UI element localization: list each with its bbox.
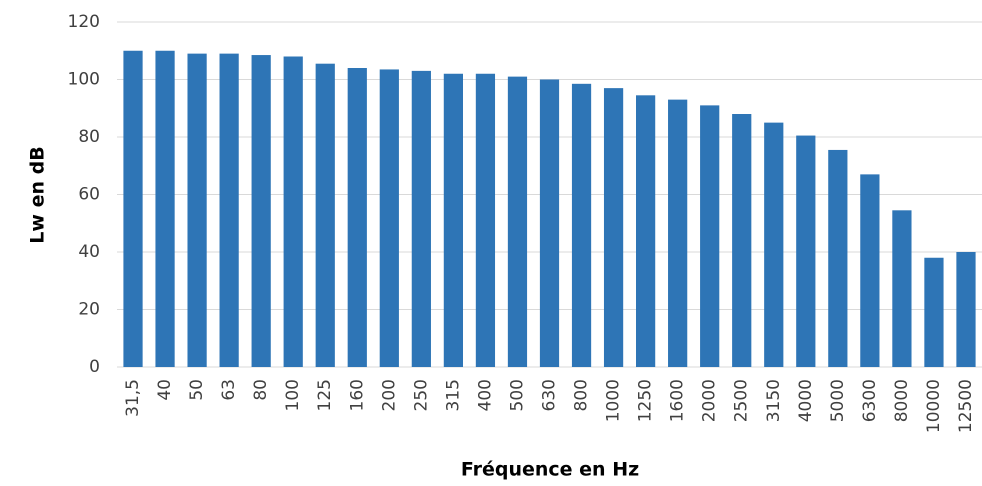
bar <box>700 105 720 367</box>
x-tick-label: 4000 <box>796 379 816 422</box>
bar <box>283 56 303 367</box>
bar <box>123 50 143 367</box>
bar <box>187 53 207 367</box>
bar <box>924 257 944 367</box>
x-tick-label: 10000 <box>924 379 944 433</box>
y-tick-label: 100 <box>68 70 100 90</box>
x-tick-label: 1000 <box>604 379 624 422</box>
x-tick-label: 200 <box>379 379 399 411</box>
bar <box>796 135 816 367</box>
x-tick-label: 40 <box>155 379 175 401</box>
bar <box>732 114 752 367</box>
y-tick-label: 80 <box>78 127 100 147</box>
x-tick-label: 800 <box>572 379 592 411</box>
x-tick-label: 160 <box>347 379 367 411</box>
y-tick-label: 60 <box>78 185 100 205</box>
x-tick-label: 3150 <box>764 379 784 422</box>
x-tick-label: 630 <box>540 379 560 411</box>
bar <box>475 73 496 367</box>
bar <box>411 70 431 367</box>
x-tick-label: 125 <box>315 379 335 411</box>
bar <box>636 95 656 367</box>
bar <box>539 79 560 367</box>
x-tick-label: 315 <box>443 379 463 411</box>
x-axis-title: Fréquence en Hz <box>461 459 639 481</box>
y-tick-label: 20 <box>78 300 100 320</box>
bar <box>347 68 367 367</box>
bar <box>315 63 335 367</box>
bar <box>571 83 592 367</box>
x-tick-label: 31,5 <box>123 379 143 417</box>
x-tick-label: 50 <box>187 379 207 401</box>
y-tick-label: 0 <box>89 357 100 377</box>
y-tick-label: 40 <box>78 242 100 262</box>
bar <box>155 50 175 367</box>
bar <box>507 76 528 367</box>
x-tick-label: 2000 <box>700 379 720 422</box>
bar <box>443 73 463 367</box>
bar <box>764 122 784 367</box>
bar <box>956 252 976 367</box>
x-tick-label: 1250 <box>636 379 656 422</box>
bar <box>219 53 239 367</box>
x-tick-label: 100 <box>283 379 303 411</box>
x-tick-label: 250 <box>411 379 431 411</box>
bar <box>379 69 399 367</box>
bar <box>668 99 688 367</box>
x-tick-label: 8000 <box>892 379 912 422</box>
x-tick-label: 63 <box>219 379 239 401</box>
y-axis-title: Lw en dB <box>27 146 49 243</box>
x-tick-label: 400 <box>475 379 495 411</box>
x-tick-label: 1600 <box>668 379 688 422</box>
x-tick-label: 5000 <box>828 379 848 422</box>
bar <box>892 210 912 367</box>
x-tick-label: 6300 <box>860 379 880 422</box>
bar <box>251 55 271 367</box>
x-tick-label: 500 <box>507 379 527 411</box>
bar <box>860 174 880 367</box>
x-tick-label: 80 <box>251 379 271 401</box>
bar <box>828 149 848 367</box>
x-tick-label: 12500 <box>956 379 976 433</box>
bar <box>603 88 624 367</box>
y-tick-label: 120 <box>68 12 100 32</box>
x-tick-label: 2500 <box>732 379 752 422</box>
